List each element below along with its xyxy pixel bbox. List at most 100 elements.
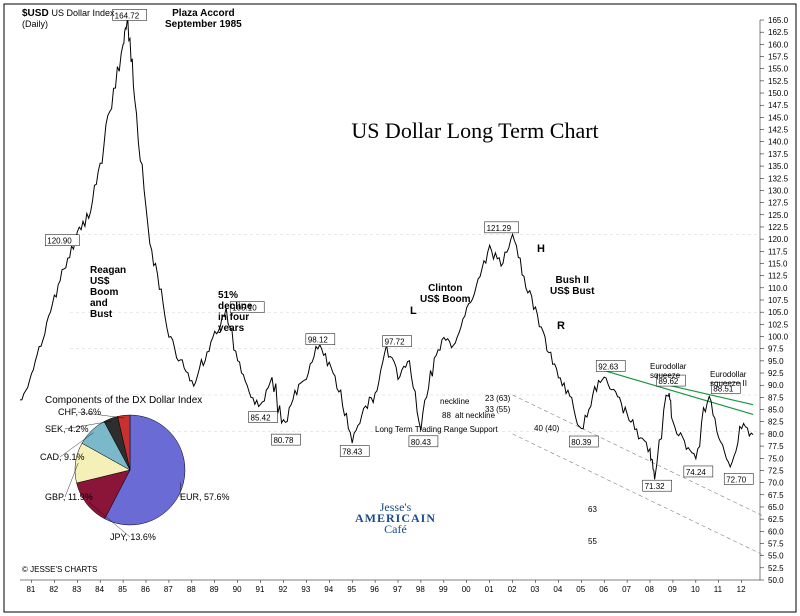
svg-text:85.0: 85.0: [768, 406, 784, 415]
anno-support: Long Term Trading Range Support: [375, 425, 498, 434]
pie-label-0: EUR, 57.6%: [180, 492, 230, 502]
svg-text:62.5: 62.5: [768, 515, 784, 524]
ticker-freq: (Daily): [22, 19, 48, 29]
svg-text:127.5: 127.5: [768, 199, 789, 208]
anno-euro1: Eurodollar squeeze: [650, 362, 686, 380]
svg-text:102.5: 102.5: [768, 320, 789, 329]
svg-text:57.5: 57.5: [768, 539, 784, 548]
svg-text:70.0: 70.0: [768, 479, 784, 488]
svg-text:05: 05: [576, 585, 585, 594]
svg-text:87.5: 87.5: [768, 393, 784, 402]
svg-text:152.5: 152.5: [768, 77, 789, 86]
chart-title: US Dollar Long Term Chart: [275, 118, 675, 144]
svg-text:157.5: 157.5: [768, 53, 789, 62]
svg-text:120.90: 120.90: [47, 237, 72, 246]
neck-c: 88: [442, 411, 451, 420]
svg-text:12: 12: [737, 585, 746, 594]
svg-text:90.0: 90.0: [768, 381, 784, 390]
neck-a: 23 (63): [485, 394, 510, 403]
svg-text:93: 93: [301, 585, 310, 594]
event-label: Plaza Accord September 1985: [165, 8, 242, 30]
anno-reagan: Reagan US$ Boom and Bust: [90, 265, 126, 320]
pie-label-5: CHF, 3.6%: [58, 407, 101, 417]
svg-text:72.5: 72.5: [768, 466, 784, 475]
svg-text:137.5: 137.5: [768, 150, 789, 159]
svg-text:50.0: 50.0: [768, 576, 784, 585]
svg-text:80.39: 80.39: [571, 438, 592, 447]
svg-text:164.72: 164.72: [115, 11, 140, 20]
svg-text:92.5: 92.5: [768, 369, 784, 378]
svg-text:72.70: 72.70: [726, 475, 747, 484]
svg-text:98.12: 98.12: [308, 336, 329, 345]
svg-text:122.5: 122.5: [768, 223, 789, 232]
svg-text:97.5: 97.5: [768, 345, 784, 354]
svg-text:07: 07: [622, 585, 631, 594]
svg-text:135.0: 135.0: [768, 162, 789, 171]
ticker-desc: US Dollar Index: [51, 8, 114, 18]
svg-text:130.0: 130.0: [768, 186, 789, 195]
event-line1: Plaza Accord: [172, 8, 234, 19]
svg-text:00: 00: [462, 585, 471, 594]
svg-text:155.0: 155.0: [768, 65, 789, 74]
svg-text:105.0: 105.0: [768, 308, 789, 317]
svg-text:83: 83: [72, 585, 81, 594]
svg-text:09: 09: [668, 585, 677, 594]
svg-text:85.42: 85.42: [251, 414, 272, 423]
svg-text:90: 90: [233, 585, 242, 594]
anno-bush: Bush II US$ Bust: [550, 275, 594, 297]
svg-text:147.5: 147.5: [768, 101, 789, 110]
svg-text:75.0: 75.0: [768, 454, 784, 463]
svg-text:74.24: 74.24: [686, 468, 707, 477]
svg-text:88: 88: [187, 585, 196, 594]
header-block: $USD US Dollar Index (Daily): [22, 8, 115, 30]
svg-text:81: 81: [26, 585, 35, 594]
svg-text:10: 10: [691, 585, 700, 594]
svg-text:04: 04: [553, 585, 562, 594]
svg-text:98: 98: [416, 585, 425, 594]
svg-text:92: 92: [278, 585, 287, 594]
svg-text:142.5: 142.5: [768, 126, 789, 135]
svg-text:97.72: 97.72: [385, 338, 406, 347]
svg-text:87: 87: [164, 585, 173, 594]
svg-text:95: 95: [347, 585, 356, 594]
neck-f: 55: [588, 537, 597, 546]
svg-text:91: 91: [256, 585, 265, 594]
svg-text:86: 86: [141, 585, 150, 594]
svg-text:92.63: 92.63: [598, 362, 619, 371]
svg-text:01: 01: [485, 585, 494, 594]
svg-text:120.0: 120.0: [768, 235, 789, 244]
svg-text:150.0: 150.0: [768, 89, 789, 98]
anno-L: L: [410, 305, 417, 317]
svg-text:80.0: 80.0: [768, 430, 784, 439]
svg-text:165.0: 165.0: [768, 16, 789, 25]
anno-neckline: neckline: [440, 397, 469, 406]
svg-text:94: 94: [324, 585, 333, 594]
svg-text:115.0: 115.0: [768, 259, 788, 268]
svg-text:95.0: 95.0: [768, 357, 784, 366]
svg-text:80.78: 80.78: [273, 436, 294, 445]
svg-text:125.0: 125.0: [768, 211, 789, 220]
svg-text:100.0: 100.0: [768, 333, 789, 342]
svg-text:107.5: 107.5: [768, 296, 789, 305]
svg-text:99: 99: [439, 585, 448, 594]
svg-text:82: 82: [49, 585, 58, 594]
svg-text:03: 03: [530, 585, 539, 594]
neck-d: 40 (40): [534, 424, 559, 433]
copyright: © JESSE'S CHARTS: [22, 565, 97, 574]
svg-text:85: 85: [118, 585, 127, 594]
logo-l3: Café: [384, 522, 407, 536]
svg-text:82.5: 82.5: [768, 418, 784, 427]
svg-text:160.0: 160.0: [768, 40, 789, 49]
anno-decline: 51% decline in four years: [218, 290, 252, 334]
svg-text:60.0: 60.0: [768, 527, 784, 536]
pie-label-3: CAD, 9.1%: [40, 452, 85, 462]
svg-text:55.0: 55.0: [768, 552, 784, 561]
svg-text:02: 02: [508, 585, 517, 594]
svg-text:97: 97: [393, 585, 402, 594]
pie-label-4: SEK, 4.2%: [45, 424, 89, 434]
pie-label-1: JPY, 13.6%: [110, 532, 156, 542]
svg-text:162.5: 162.5: [768, 28, 789, 37]
neck-e: 63: [588, 505, 597, 514]
svg-text:89: 89: [210, 585, 219, 594]
anno-R: R: [557, 320, 565, 332]
